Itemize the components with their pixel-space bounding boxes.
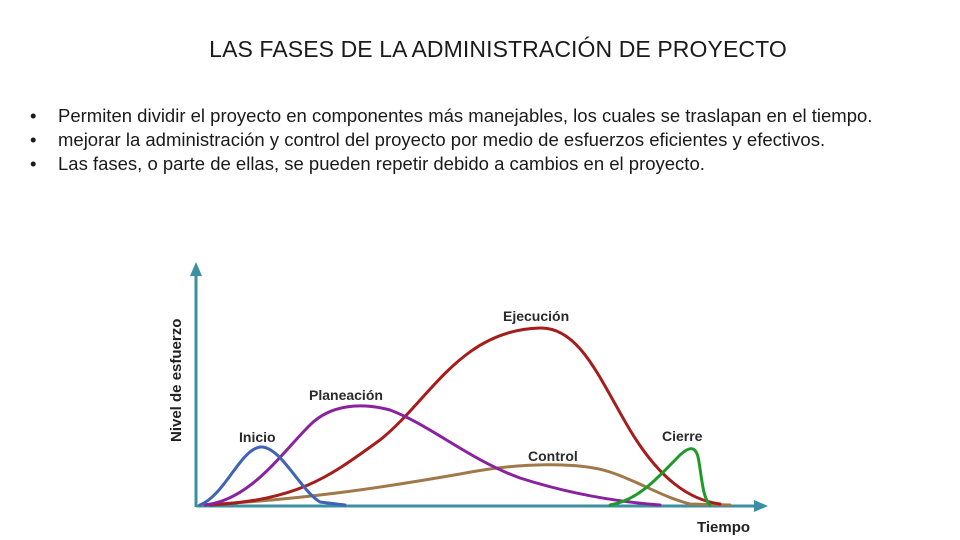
label-inicio: Inicio xyxy=(239,429,276,445)
bullet-text: Las fases, o parte de ellas, se pueden r… xyxy=(58,153,705,174)
label-ejecucion: Ejecución xyxy=(503,308,569,324)
y-axis-arrow-icon xyxy=(190,262,202,276)
y-axis-label: Nivel de esfuerzo xyxy=(168,319,185,442)
bullet-text: mejorar la administración y control del … xyxy=(58,129,826,150)
curve-ejecucion xyxy=(208,326,722,507)
bullet-item: • mejorar la administración y control de… xyxy=(30,128,910,152)
bullet-list: • Permiten dividir el proyecto en compon… xyxy=(30,104,910,176)
x-axis-label: Tiempo xyxy=(697,519,750,536)
slide-title: LAS FASES DE LA ADMINISTRACIÓN DE PROYEC… xyxy=(209,36,787,62)
label-cierre: Cierre xyxy=(662,428,703,444)
bullet-icon: • xyxy=(30,105,37,126)
bullet-item: • Las fases, o parte de ellas, se pueden… xyxy=(30,152,910,176)
curve-inicio xyxy=(198,445,347,507)
curve-cierre xyxy=(608,447,712,507)
x-axis-arrow-icon xyxy=(754,500,768,512)
curve-planeacion xyxy=(203,404,662,507)
bullet-icon: • xyxy=(30,129,37,150)
bullet-text: Permiten dividir el proyecto en componen… xyxy=(58,105,873,126)
bullet-icon: • xyxy=(30,153,37,174)
label-planeacion: Planeación xyxy=(309,387,383,403)
bullet-item: • Permiten dividir el proyecto en compon… xyxy=(30,104,910,128)
label-control: Control xyxy=(528,448,578,464)
